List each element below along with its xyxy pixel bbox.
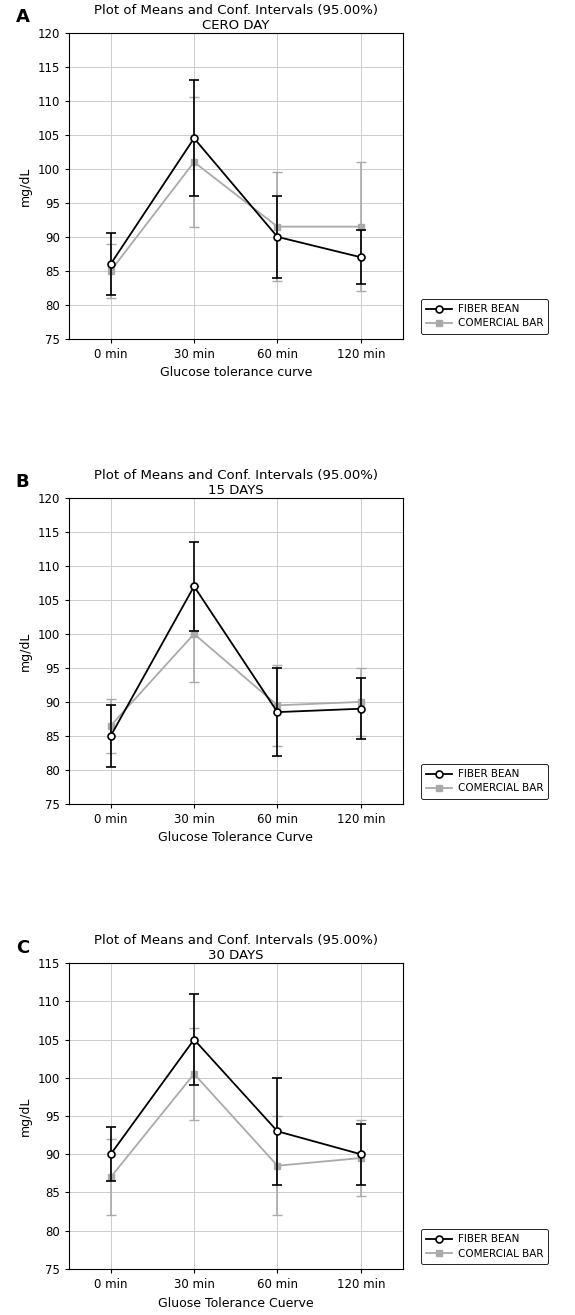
Y-axis label: mg/dL: mg/dL bbox=[19, 166, 32, 205]
Text: C: C bbox=[16, 939, 29, 956]
X-axis label: Gluose Tolerance Cuerve: Gluose Tolerance Cuerve bbox=[158, 1297, 313, 1310]
Title: Plot of Means and Conf. Intervals (95.00%)
30 DAYS: Plot of Means and Conf. Intervals (95.00… bbox=[94, 934, 378, 961]
Legend: FIBER BEAN, COMERCIAL BAR: FIBER BEAN, COMERCIAL BAR bbox=[421, 1230, 548, 1264]
Text: A: A bbox=[16, 8, 29, 26]
Legend: FIBER BEAN, COMERCIAL BAR: FIBER BEAN, COMERCIAL BAR bbox=[421, 299, 548, 334]
Text: B: B bbox=[16, 473, 29, 492]
Legend: FIBER BEAN, COMERCIAL BAR: FIBER BEAN, COMERCIAL BAR bbox=[421, 764, 548, 798]
X-axis label: Glucose tolerance curve: Glucose tolerance curve bbox=[160, 367, 312, 380]
Title: Plot of Means and Conf. Intervals (95.00%)
CERO DAY: Plot of Means and Conf. Intervals (95.00… bbox=[94, 4, 378, 32]
Y-axis label: mg/dL: mg/dL bbox=[19, 1097, 32, 1136]
X-axis label: Glucose Tolerance Curve: Glucose Tolerance Curve bbox=[158, 831, 313, 844]
Title: Plot of Means and Conf. Intervals (95.00%)
15 DAYS: Plot of Means and Conf. Intervals (95.00… bbox=[94, 468, 378, 497]
Y-axis label: mg/dL: mg/dL bbox=[19, 631, 32, 671]
